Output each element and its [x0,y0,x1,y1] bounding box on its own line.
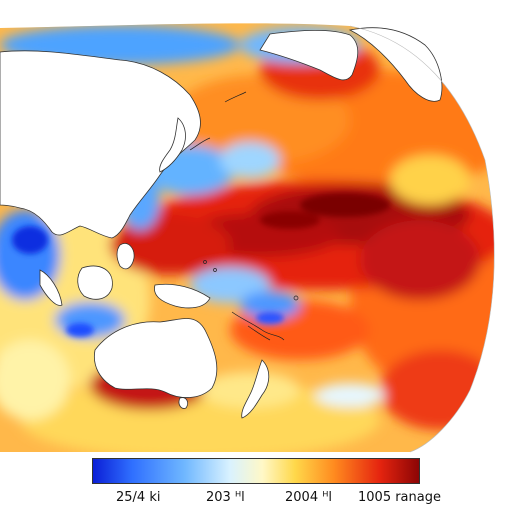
sst-field [0,23,495,453]
colorbar-gradient [92,458,420,484]
asia-landmass [0,50,201,239]
sumatra-island [39,269,63,306]
australia-landmass [93,318,218,398]
land-masses [0,27,443,419]
map-edge [349,25,495,453]
japan-island [159,117,186,173]
new-zealand-island [241,359,270,419]
colorbar [92,458,420,484]
alaska-landmass [348,27,443,102]
colorbar-label-4: 1005 ranage [358,490,441,505]
borneo-island [77,265,113,300]
ne-asia-landmass [259,29,359,81]
colorbar-label-2: 203 ᵸl [206,490,245,505]
colorbar-label-3: 2004 ᵸl [285,490,332,505]
tasmania-island [178,397,188,409]
philippines-island [116,243,135,270]
new-guinea-island [154,283,211,309]
colorbar-label-1: 25/4 ki [116,490,161,505]
pacific-island-outlines [189,91,299,341]
